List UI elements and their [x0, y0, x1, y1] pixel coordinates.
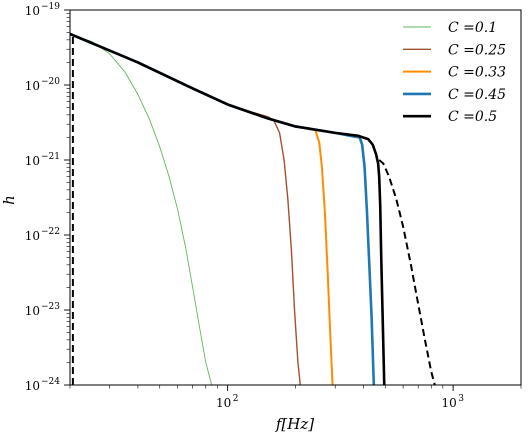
legend-label-3: C =0.45	[448, 87, 506, 103]
y-tick-label: 10	[25, 4, 40, 18]
y-tick-label-exponent: −22	[41, 227, 60, 237]
x-tick-label: 10	[216, 396, 231, 410]
legend-label-4: C =0.5	[448, 109, 497, 125]
x-tick-label: 10	[441, 396, 456, 410]
y-tick-label-exponent: −24	[41, 377, 60, 387]
ticks-layer	[64, 9, 522, 391]
y-tick-label-exponent: −23	[41, 302, 60, 312]
y-tick-label: 10	[25, 304, 40, 318]
series-layer	[70, 32, 436, 385]
y-tick-label-exponent: −20	[41, 77, 60, 87]
legend-label-2: C =0.33	[448, 65, 506, 81]
x-tick-label-exponent: 2	[233, 394, 239, 404]
legend-label-0: C =0.1	[448, 20, 497, 36]
x-tick-label-exponent: 3	[458, 394, 464, 404]
x-axis-label: f[Hz]	[275, 415, 314, 433]
y-tick-label: 10	[25, 79, 40, 93]
series-line-0	[70, 33, 213, 385]
y-axis-label: h	[0, 195, 18, 205]
y-tick-label: 10	[25, 154, 40, 168]
dashed-line-1	[378, 159, 436, 385]
y-tick-label-exponent: −21	[41, 152, 60, 162]
legend-label-1: C =0.25	[448, 42, 506, 58]
series-line-4	[70, 32, 386, 385]
y-tick-label: 10	[25, 229, 40, 243]
legend: C =0.1 C =0.25 C =0.33 C =0.45 C =0.5	[403, 20, 506, 125]
y-tick-label: 10	[25, 379, 40, 393]
y-tick-label-exponent: −19	[41, 2, 60, 12]
